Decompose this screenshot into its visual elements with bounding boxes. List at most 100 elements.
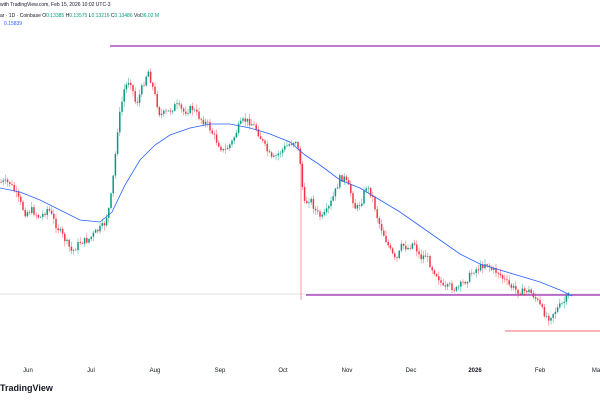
candle [519, 292, 521, 296]
candle [457, 284, 460, 291]
candle [61, 226, 64, 238]
candle [563, 296, 565, 309]
candle [284, 142, 286, 153]
candle [55, 213, 57, 234]
candle [132, 84, 134, 97]
candle [552, 313, 554, 323]
candle [497, 271, 499, 279]
candle [501, 273, 504, 284]
candle [521, 284, 524, 296]
ohlc-legend: ar · 1D · Coinbase O0.13385 H0.13575 L0.… [0, 13, 159, 19]
candle [279, 150, 282, 158]
candle [46, 206, 48, 220]
candle [37, 213, 40, 220]
candle [301, 161, 304, 191]
candle [253, 120, 255, 126]
candle [451, 280, 453, 294]
candle [264, 138, 266, 147]
candle [92, 230, 95, 242]
candle [163, 109, 165, 117]
candle [431, 265, 433, 275]
candle [446, 282, 449, 291]
candle [182, 106, 185, 116]
candle [372, 191, 374, 203]
candle [211, 128, 213, 135]
candle [534, 293, 537, 302]
moving-average-line [0, 123, 573, 297]
candle [119, 106, 121, 137]
candle [440, 277, 442, 287]
candle [391, 247, 394, 255]
ohlc-values: O0.13385 H0.13575 L0.13216 C0.13486 Vol3… [42, 13, 159, 19]
candle [121, 96, 123, 116]
candle [482, 260, 484, 274]
candle [81, 241, 84, 245]
candle [189, 104, 191, 115]
candle [488, 263, 491, 272]
candle [550, 316, 552, 325]
candle [31, 202, 33, 215]
candle [460, 280, 462, 292]
candle [160, 108, 163, 119]
candle [475, 266, 477, 278]
candle [174, 101, 176, 112]
candle [42, 209, 44, 221]
candle [543, 304, 546, 318]
candle [422, 250, 425, 264]
candle [235, 129, 238, 139]
candle [127, 77, 130, 88]
candle [374, 195, 376, 212]
candle [468, 270, 471, 283]
candle [281, 147, 284, 158]
chart-header: with TradingView.com, Feb 15, 2026 10:02… [0, 0, 600, 34]
candle [539, 296, 541, 306]
candle [512, 283, 515, 291]
candle [152, 81, 154, 91]
candle [143, 81, 145, 87]
candle [523, 286, 526, 297]
candle [59, 226, 62, 233]
candle [158, 105, 161, 118]
candle [321, 212, 323, 220]
candle [286, 140, 288, 148]
candle [198, 107, 200, 121]
candle [28, 210, 31, 216]
candle [266, 140, 268, 157]
candle [433, 269, 436, 276]
candle [244, 113, 246, 127]
x-axis: Jun Jul Aug Sep Oct Nov Dec 2026 Feb Ma [23, 368, 600, 374]
ohlc-o-value: 0.13385 [46, 13, 65, 19]
symbol-label: ar · 1D · Coinbase [0, 13, 41, 19]
candle [169, 107, 172, 115]
ohlc-l: L0.13216 [87, 13, 110, 19]
candle [449, 281, 451, 287]
tradingview-watermark: TradingView [0, 383, 53, 393]
candle [295, 141, 297, 146]
candle [312, 194, 315, 214]
candle [202, 116, 205, 127]
candle [24, 207, 26, 218]
candle [556, 304, 559, 314]
candle [35, 212, 37, 220]
candle [380, 219, 383, 235]
candle [490, 265, 493, 272]
ohlc-vol: Vol36.02 M [132, 13, 160, 19]
candle [9, 181, 11, 188]
candle [548, 313, 550, 327]
candle [455, 285, 458, 293]
candle [262, 137, 264, 143]
candle [226, 145, 229, 150]
candle [334, 187, 337, 201]
candle [99, 222, 101, 234]
candle [561, 301, 563, 306]
candle [486, 263, 488, 268]
candle [123, 83, 125, 107]
candle [110, 192, 112, 210]
indicator-value: 0.15839 [4, 21, 23, 27]
candle [537, 296, 539, 303]
candle [317, 205, 319, 215]
candle [147, 69, 150, 78]
candle [231, 138, 233, 148]
candle [0, 178, 2, 184]
